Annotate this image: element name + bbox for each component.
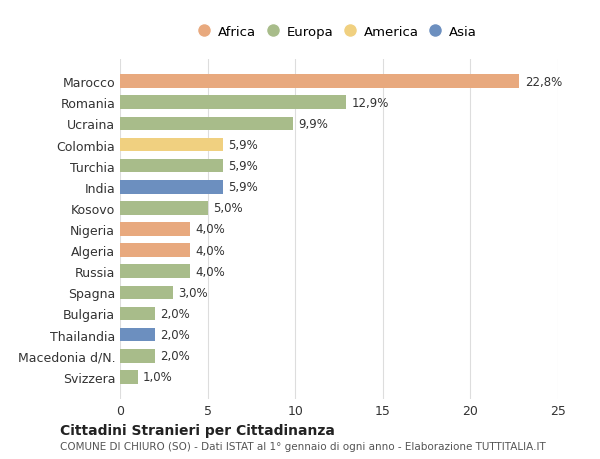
Text: COMUNE DI CHIURO (SO) - Dati ISTAT al 1° gennaio di ogni anno - Elaborazione TUT: COMUNE DI CHIURO (SO) - Dati ISTAT al 1°… <box>60 441 546 451</box>
Text: 9,9%: 9,9% <box>299 118 329 131</box>
Legend: Africa, Europa, America, Asia: Africa, Europa, America, Asia <box>197 22 481 43</box>
Text: 5,0%: 5,0% <box>213 202 242 215</box>
Bar <box>120 159 223 173</box>
Text: 12,9%: 12,9% <box>351 96 389 110</box>
Text: 3,0%: 3,0% <box>178 286 208 299</box>
Bar <box>120 202 208 215</box>
Bar <box>120 96 346 110</box>
Text: 4,0%: 4,0% <box>196 244 225 257</box>
Text: 1,0%: 1,0% <box>143 370 173 384</box>
Bar <box>120 117 293 131</box>
Bar <box>120 286 173 300</box>
Bar <box>120 138 223 152</box>
Bar <box>120 370 137 384</box>
Text: Cittadini Stranieri per Cittadinanza: Cittadini Stranieri per Cittadinanza <box>60 423 335 437</box>
Text: 22,8%: 22,8% <box>525 75 562 89</box>
Text: 4,0%: 4,0% <box>196 223 225 236</box>
Text: 5,9%: 5,9% <box>229 181 259 194</box>
Bar <box>120 265 190 279</box>
Text: 5,9%: 5,9% <box>229 139 259 151</box>
Text: 2,0%: 2,0% <box>160 328 190 341</box>
Bar <box>120 180 223 194</box>
Bar <box>120 75 520 89</box>
Bar <box>120 244 190 257</box>
Bar <box>120 223 190 236</box>
Bar <box>120 328 155 342</box>
Bar <box>120 349 155 363</box>
Text: 4,0%: 4,0% <box>196 265 225 278</box>
Text: 5,9%: 5,9% <box>229 160 259 173</box>
Text: 2,0%: 2,0% <box>160 349 190 363</box>
Bar <box>120 307 155 321</box>
Text: 2,0%: 2,0% <box>160 308 190 320</box>
